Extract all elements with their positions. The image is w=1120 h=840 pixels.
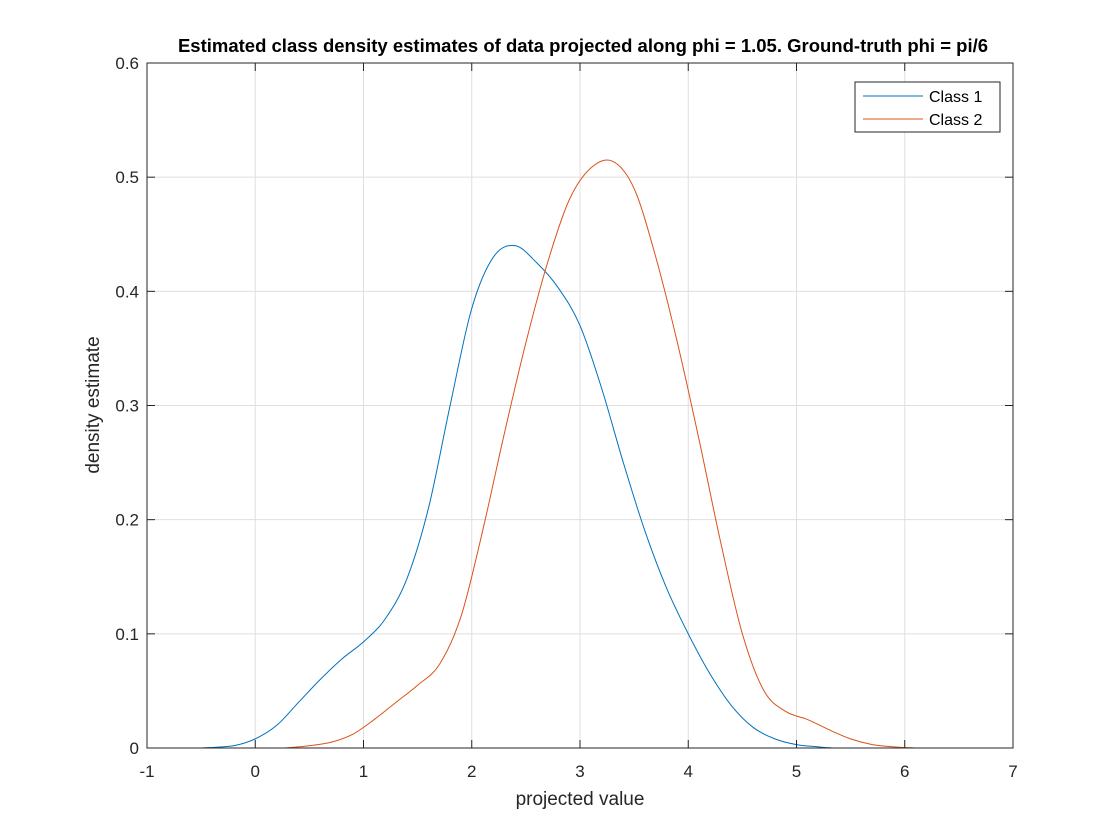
- x-tick-label: 3: [575, 762, 584, 781]
- y-tick-label: 0: [130, 739, 139, 758]
- x-tick-label: 0: [251, 762, 260, 781]
- series-lines: [201, 159, 916, 749]
- legend-entry-label: Class 1: [929, 89, 982, 106]
- legend-box: [854, 81, 1001, 133]
- y-tick-label: 0.2: [115, 511, 139, 530]
- x-tick-label: 1: [359, 762, 368, 781]
- grid: [146, 62, 1014, 749]
- x-axis-label: projected value: [516, 789, 645, 810]
- y-tick-label: 0.5: [115, 168, 139, 187]
- x-tick-label: -1: [139, 762, 154, 781]
- legend-entry-label: Class 2: [929, 112, 982, 129]
- axis-ticks: -1 0 1 2 3 4 5 6 700.10.20.30.40.50.6: [115, 54, 1017, 781]
- y-tick-label: 0.6: [115, 54, 139, 73]
- x-tick-label: 2: [467, 762, 476, 781]
- x-tick-label: 7: [1008, 762, 1017, 781]
- chart-title: Estimated class density estimates of dat…: [178, 35, 988, 56]
- series-line-class-2: [284, 159, 916, 749]
- x-tick-label: 5: [792, 762, 801, 781]
- legend: Class 1 Class 2: [854, 81, 1001, 133]
- y-tick-label: 0.3: [115, 397, 139, 416]
- y-tick-label: 0.4: [115, 282, 139, 301]
- x-tick-label: 4: [684, 762, 693, 781]
- y-tick-label: 0.1: [115, 625, 139, 644]
- y-axis-label: density estimate: [83, 336, 104, 473]
- series-line-class-1: [201, 244, 833, 749]
- x-tick-label: 6: [900, 762, 909, 781]
